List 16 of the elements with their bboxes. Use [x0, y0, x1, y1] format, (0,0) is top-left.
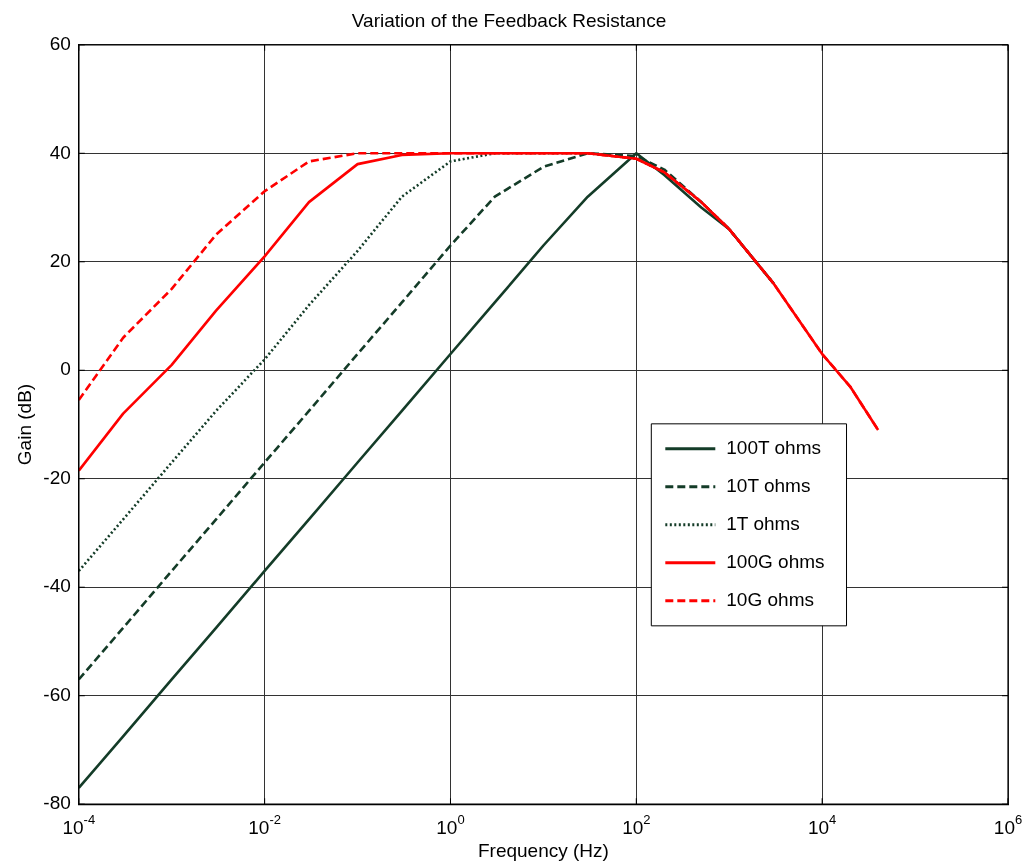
x-axis-title: Frequency (Hz)	[477, 839, 609, 861]
y-axis-title: Gain (dB)	[13, 383, 35, 466]
y-tick-label: -60	[43, 683, 71, 705]
chart-title: Variation of the Feedback Resistance	[351, 9, 667, 31]
y-tick-label: 20	[49, 250, 71, 272]
y-tick-label: -20	[43, 466, 71, 488]
legend-label: 1T ohms	[726, 513, 800, 535]
y-tick-label: -40	[43, 575, 71, 597]
legend-label: 10T ohms	[726, 475, 811, 497]
legend-label: 10G ohms	[726, 589, 814, 611]
legend-label: 100G ohms	[726, 551, 825, 573]
y-tick-label: 0	[60, 358, 71, 380]
legend-label: 100T ohms	[726, 437, 822, 459]
y-tick-label: 60	[49, 33, 71, 55]
y-tick-label: -80	[43, 792, 71, 814]
y-tick-label: 40	[49, 141, 71, 163]
